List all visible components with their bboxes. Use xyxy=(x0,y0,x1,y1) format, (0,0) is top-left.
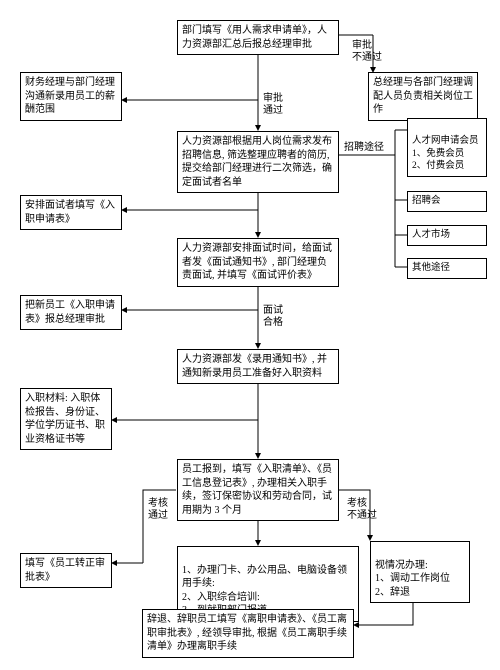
node-report-in-text: 员工报到，填写《入职清单》、《员工信息登记表》, 办理相关入职手续，签订保密协议… xyxy=(182,464,332,516)
node-gm-assign: 总经理与各部门经理调配人员负责相关岗位工作 xyxy=(368,72,478,121)
node-hr-offer-text: 人力资源部发《录用通知书》, 并通知新录用员工准备好入职资料 xyxy=(182,354,327,379)
node-arrange-form: 安排面试者填写《入职申请表》 xyxy=(20,195,122,230)
node-dismiss: 辞退、辞职员工填写《离职申请表》、《员工离职审批表》, 经领导审批, 根据《员工… xyxy=(142,609,354,658)
node-recruit-ch-member: 人才网申请会员 1、免费会员 2、付费会员 xyxy=(407,118,487,177)
label-assess-pass: 考核 通过 xyxy=(148,498,168,522)
node-arrange-form-text: 安排面试者填写《入职申请表》 xyxy=(25,200,115,225)
node-onboard-mat-text: 入职材料: 入职体检报告、身份证、学位学历证书、职业资格证书等 xyxy=(25,393,105,445)
node-report-entry-text: 把新员工《入职申请表》报总经理审批 xyxy=(25,300,115,325)
node-hr-interview: 人力资源部安排面试时间，给面试者发《面试通知书》, 部门经理负责面试, 并填写《… xyxy=(177,238,339,287)
node-report-in: 员工报到，填写《入职清单》、《员工信息登记表》, 办理相关入职手续，签订保密协议… xyxy=(177,459,339,521)
node-gm-assign-text: 总经理与各部门经理调配人员负责相关岗位工作 xyxy=(373,77,473,115)
node-fail-handle: 视情况办理: 1、调动工作岗位 2、辞退 xyxy=(370,541,470,603)
node-hr-offer: 人力资源部发《录用通知书》, 并通知新录用员工准备好入职资料 xyxy=(177,349,339,384)
label-approve-fail: 审批 不通过 xyxy=(352,40,382,64)
node-regular-text: 填写《员工转正审批表》 xyxy=(25,558,105,583)
node-recruit-market: 人才市场 xyxy=(407,225,487,246)
node-start: 部门填写《用人需求申请单》，人力资源部汇总后报总经理审批 xyxy=(177,20,339,55)
label-interview-pass: 面试 合格 xyxy=(263,305,283,329)
node-recruit-market-text: 人才市场 xyxy=(412,230,450,240)
node-recruit-other: 其他途径 xyxy=(407,258,487,279)
node-salary-scope-text: 财务经理与部门经理沟通新录用员工的薪酬范围 xyxy=(25,77,115,115)
node-dismiss-text: 辞退、辞职员工填写《离职申请表》、《员工离职审批表》, 经领导审批, 根据《员工… xyxy=(147,614,347,652)
node-report-entry: 把新员工《入职申请表》报总经理审批 xyxy=(20,295,122,330)
node-start-text: 部门填写《用人需求申请单》，人力资源部汇总后报总经理审批 xyxy=(182,25,327,50)
label-recruit-route: 招聘途径 xyxy=(344,142,384,154)
label-assess-fail: 考核 不通过 xyxy=(347,498,377,522)
label-approve-pass: 审批 通过 xyxy=(263,93,283,117)
node-recruit-ch-member-text: 人才网申请会员 1、免费会员 2、付费会员 xyxy=(412,136,479,172)
node-fail-handle-text: 视情况办理: 1、调动工作岗位 2、辞退 xyxy=(375,560,450,598)
node-recruit-fair: 招聘会 xyxy=(407,191,487,212)
node-recruit-other-text: 其他途径 xyxy=(412,263,450,273)
node-regular: 填写《员工转正审批表》 xyxy=(20,553,112,588)
node-hr-publish: 人力资源部根据用人岗位需求发布招聘信息, 筛选整理应聘者的简历, 提交给部门经理… xyxy=(177,131,339,193)
node-salary-scope: 财务经理与部门经理沟通新录用员工的薪酬范围 xyxy=(20,72,122,121)
node-onboard-mat: 入职材料: 入职体检报告、身份证、学位学历证书、职业资格证书等 xyxy=(20,388,112,450)
node-hr-publish-text: 人力资源部根据用人岗位需求发布招聘信息, 筛选整理应聘者的简历, 提交给部门经理… xyxy=(182,136,332,188)
node-hr-interview-text: 人力资源部安排面试时间，给面试者发《面试通知书》, 部门经理负责面试, 并填写《… xyxy=(182,243,332,281)
node-recruit-fair-text: 招聘会 xyxy=(412,196,441,206)
